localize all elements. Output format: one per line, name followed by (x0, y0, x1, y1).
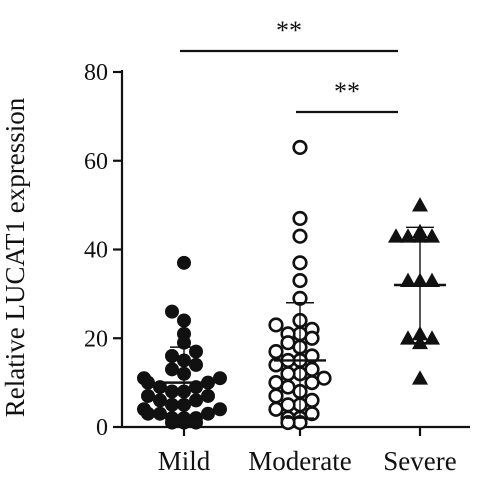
data-point-mild (189, 415, 203, 430)
y-tick-label: 60 (84, 149, 108, 175)
x-category-label: Severe (383, 446, 456, 476)
data-point-mild (141, 375, 155, 390)
y-tick-label: 0 (96, 415, 108, 441)
data-point-mild (153, 406, 167, 421)
data-point-severe (400, 272, 416, 287)
data-point-moderate (292, 210, 308, 227)
data-point-moderate (292, 228, 308, 244)
data-point-mild (189, 357, 203, 372)
y-tick-label: 40 (84, 238, 108, 264)
data-point-moderate (304, 330, 320, 346)
data-point-mild (213, 402, 227, 417)
data-point-severe (424, 228, 440, 243)
data-point-mild (165, 304, 179, 319)
data-point-mild (201, 388, 215, 403)
data-point-moderate (280, 366, 296, 382)
data-point-severe (424, 330, 440, 345)
significance-label: ** (276, 16, 302, 45)
data-point-moderate (304, 375, 320, 391)
data-point-severe (400, 228, 416, 243)
data-point-severe (424, 272, 440, 287)
data-point-moderate (268, 357, 284, 373)
data-point-moderate (268, 388, 284, 404)
data-point-mild (141, 388, 155, 403)
data-point-mild (165, 384, 179, 399)
data-point-moderate (280, 414, 296, 431)
x-category-label: Moderate (248, 446, 351, 476)
data-point-mild (141, 406, 155, 421)
significance-label: ** (334, 77, 360, 106)
data-point-mild (165, 349, 179, 363)
data-point-mild (201, 406, 215, 421)
data-point-moderate (292, 255, 308, 271)
data-point-moderate (268, 343, 284, 360)
data-point-moderate (268, 317, 284, 333)
data-point-mild (153, 393, 167, 408)
data-point-severe (400, 330, 416, 345)
data-point-mild (177, 313, 191, 328)
data-point-mild (165, 397, 179, 412)
data-point-mild (177, 255, 191, 270)
data-point-mild (189, 393, 203, 408)
data-point-mild (213, 371, 227, 386)
data-point-severe (388, 228, 404, 243)
x-category-label: Mild (158, 446, 211, 476)
data-point-mild (165, 362, 179, 377)
data-point-moderate (268, 401, 284, 417)
data-point-moderate (292, 139, 308, 156)
y-tick-label: 80 (84, 60, 108, 86)
y-axis-title: Relative LUCAT1 expression (0, 97, 30, 417)
y-tick-label: 20 (84, 326, 108, 352)
data-point-severe (412, 370, 428, 385)
data-point-moderate (292, 272, 308, 289)
data-point-severe (412, 197, 428, 212)
data-point-mild (165, 415, 179, 430)
